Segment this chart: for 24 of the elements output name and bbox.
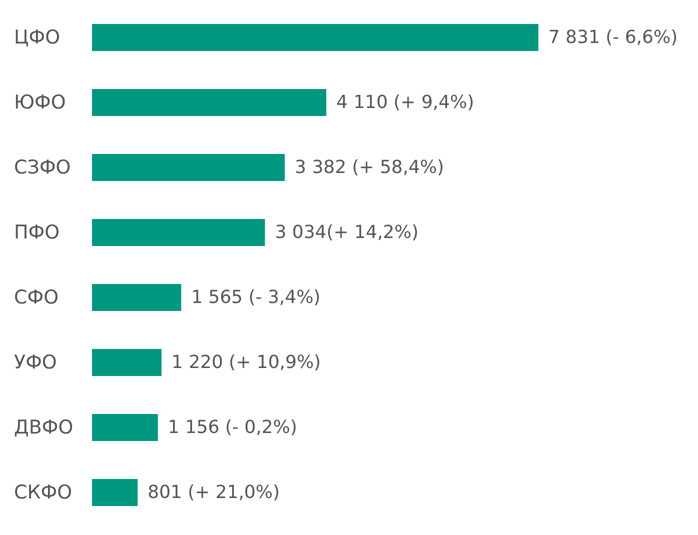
y-tick-label: ЮФО	[14, 92, 66, 114]
data-label: 3 034(+ 14,2%)	[274, 222, 418, 243]
bar	[92, 284, 182, 311]
bar	[92, 89, 326, 116]
data-label: 801 (+ 21,0%)	[148, 482, 280, 503]
y-tick-label: ПФО	[14, 222, 60, 244]
bar	[92, 154, 285, 181]
data-label: 1 565 (- 3,4%)	[191, 287, 320, 308]
y-tick-label: СФО	[14, 286, 59, 308]
data-label: 4 110 (+ 9,4%)	[336, 92, 474, 113]
data-label: 7 831 (- 6,6%)	[548, 27, 678, 48]
data-label: 1 220 (+ 10,9%)	[172, 352, 321, 373]
y-tick-label: УФО	[14, 352, 57, 374]
data-label: 1 156 (- 0,2%)	[168, 417, 298, 438]
bar	[92, 219, 265, 246]
y-tick-label: СЗФО	[14, 156, 71, 178]
bar	[92, 479, 138, 506]
y-tick-label: СКФО	[14, 482, 72, 504]
bar	[92, 24, 538, 51]
y-tick-label: ДВФО	[14, 416, 74, 438]
bar	[92, 414, 158, 441]
data-label: 3 382 (+ 58,4%)	[294, 157, 444, 178]
bar	[92, 349, 162, 376]
y-tick-label: ЦФО	[14, 26, 60, 48]
